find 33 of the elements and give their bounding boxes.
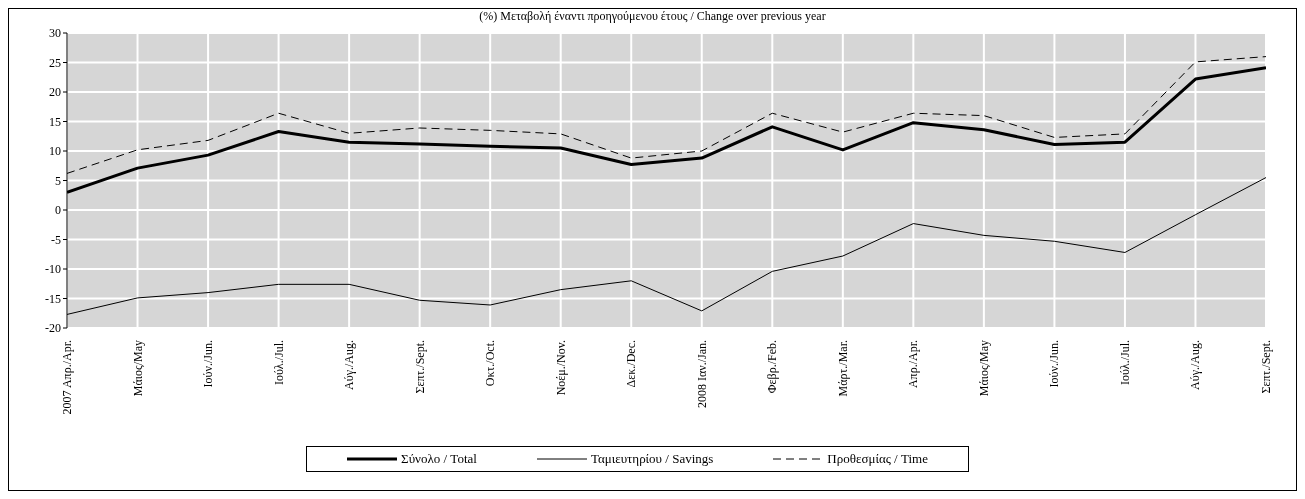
x-tick-label: Σεπτ./Sept. — [412, 340, 427, 394]
y-tick-label: 15 — [49, 114, 61, 129]
x-tick-label: Δεκ./Dec. — [624, 340, 639, 388]
x-tick-label: Οκτ./Oct. — [483, 340, 498, 387]
x-tick-label: Αύγ./Aug. — [1188, 340, 1203, 390]
legend-label: Σύνολο / Total — [401, 451, 477, 467]
x-tick-label: Μάιος/May — [976, 340, 991, 397]
y-tick-label: -20 — [45, 321, 61, 336]
x-tick-label: Αύγ./Aug. — [342, 340, 357, 390]
x-tick-label: 2007 Απρ./Apr. — [60, 340, 74, 415]
x-tick-label: Φεβρ./Feb. — [765, 340, 780, 394]
y-tick-label: -5 — [51, 232, 61, 247]
x-tick-label: Απρ./Apr. — [906, 340, 921, 389]
x-tick-label: Ιούλ./Jul. — [1117, 340, 1132, 386]
chart-title: (%) Μεταβολή έναντι προηγούμενου έτους / Change over previous year — [478, 9, 827, 24]
x-tick-label: Ιούν./Jun. — [201, 340, 216, 388]
legend-label: Ταμιευτηρίου / Savings — [590, 451, 714, 467]
y-tick-label: -15 — [45, 291, 61, 306]
y-tick-label: 10 — [49, 144, 61, 159]
y-tick-label: 25 — [49, 55, 61, 70]
x-tick-label: Νοέμ./Nov. — [553, 340, 568, 396]
x-tick-label: Μάρτ./Mar. — [835, 340, 850, 397]
x-tick-label: Ιούλ./Jul. — [271, 340, 286, 386]
y-tick-label: 30 — [49, 26, 61, 41]
y-tick-label: 20 — [49, 85, 61, 100]
y-tick-label: -10 — [45, 262, 61, 277]
x-tick-label: Ιούν./Jun. — [1047, 340, 1062, 388]
y-tick-label: 5 — [55, 173, 61, 188]
x-tick-label: Μάιος/May — [130, 340, 145, 397]
x-tick-label: Σεπτ./Sept. — [1259, 340, 1273, 394]
legend-label: Προθεσμίας / Time — [827, 451, 928, 467]
y-tick-label: 0 — [55, 203, 61, 218]
x-tick-label: 2008 Ιαν./Jan. — [694, 340, 709, 409]
